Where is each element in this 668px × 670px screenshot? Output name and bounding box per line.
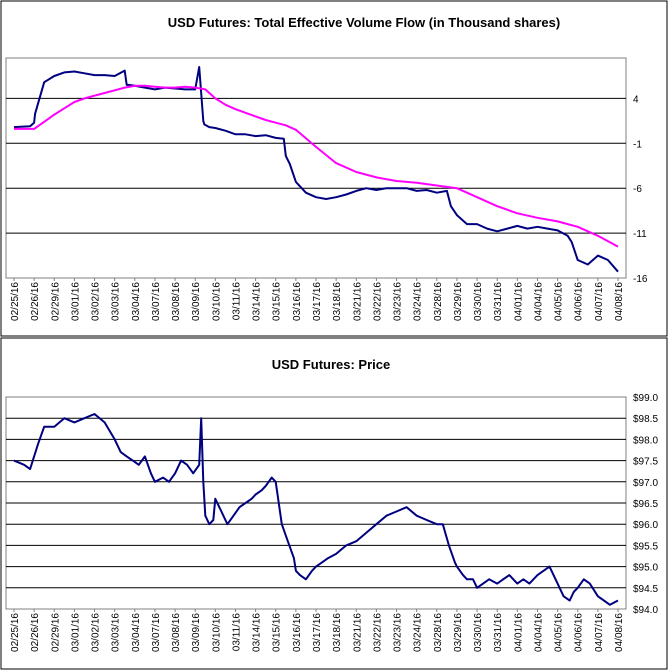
top-x-tick-label: 03/17/16 bbox=[312, 282, 323, 321]
bottom-x-tick-label: 03/28/16 bbox=[433, 613, 444, 652]
top-x-tick-label: 03/01/16 bbox=[70, 282, 81, 321]
bottom-y-tick-label: $94.0 bbox=[633, 605, 658, 616]
top-x-tick-label: 03/04/16 bbox=[131, 282, 142, 321]
top-x-tick-label: 02/29/16 bbox=[50, 282, 61, 321]
top-x-tick-label: 03/21/16 bbox=[352, 282, 363, 321]
bottom-x-tick-label: 03/10/16 bbox=[211, 613, 222, 652]
bottom-chart-title: USD Futures: Price bbox=[272, 357, 390, 372]
bottom-x-tick-label: 03/18/16 bbox=[332, 613, 343, 652]
top-x-tick-label: 03/30/16 bbox=[473, 282, 484, 321]
top-x-tick-label: 03/16/16 bbox=[292, 282, 303, 321]
bottom-x-tick-label: 03/17/16 bbox=[312, 613, 323, 652]
bottom-x-tick-label: 04/08/16 bbox=[614, 613, 625, 652]
bottom-x-tick-label: 03/08/16 bbox=[171, 613, 182, 652]
top-x-tick-label: 03/08/16 bbox=[171, 282, 182, 321]
bottom-x-tick-label: 03/22/16 bbox=[372, 613, 383, 652]
top-y-tick-label: -16 bbox=[633, 274, 648, 285]
top-y-tick-label: 4 bbox=[633, 94, 639, 105]
bottom-x-tick-label: 03/11/16 bbox=[231, 613, 242, 652]
top-y-tick-label: -11 bbox=[633, 229, 647, 240]
bottom-x-tick-label: 04/06/16 bbox=[574, 613, 585, 652]
bottom-x-tick-label: 03/04/16 bbox=[131, 613, 142, 652]
top-x-tick-label: 03/11/16 bbox=[231, 282, 242, 321]
bottom-x-tick-label: 04/05/16 bbox=[554, 613, 565, 652]
bottom-x-tick-label: 04/01/16 bbox=[513, 613, 524, 652]
top-x-tick-label: 03/03/16 bbox=[111, 282, 122, 321]
bottom-y-tick-label: $99.0 bbox=[633, 393, 658, 404]
top-y-tick-label: -1 bbox=[633, 139, 642, 150]
top-series-line-0 bbox=[13, 66, 619, 273]
top-x-tick-label: 02/26/16 bbox=[30, 282, 41, 321]
bottom-x-tick-label: 03/07/16 bbox=[151, 613, 162, 652]
bottom-y-tick-label: $97.5 bbox=[633, 457, 658, 468]
top-x-tick-label: 03/09/16 bbox=[191, 282, 202, 321]
bottom-y-tick-label: $98.5 bbox=[633, 414, 658, 425]
bottom-x-tick-label: 03/09/16 bbox=[191, 613, 202, 652]
top-x-tick-label: 04/01/16 bbox=[513, 282, 524, 321]
top-x-tick-label: 03/29/16 bbox=[453, 282, 464, 321]
bottom-chart-layer: $99.0 $98.5 $98.0 $97.5 $97.0 $96.5 $96.0 $95.5… bbox=[6, 393, 658, 652]
bottom-x-tick-label: 03/23/16 bbox=[393, 613, 404, 652]
bottom-y-tick-label: $95.0 bbox=[633, 563, 658, 574]
top-chart-frame bbox=[0, 0, 668, 337]
top-x-tick-label: 03/22/16 bbox=[372, 282, 383, 321]
top-x-tick-label: 03/23/16 bbox=[393, 282, 404, 321]
top-x-tick-label: 03/07/16 bbox=[151, 282, 162, 321]
top-x-tick-label: 03/02/16 bbox=[91, 282, 102, 321]
top-x-tick-label: 04/08/16 bbox=[614, 282, 625, 321]
bottom-y-tick-label: $96.0 bbox=[633, 520, 658, 531]
top-x-tick-label: 03/28/16 bbox=[433, 282, 444, 321]
bottom-x-tick-label: 04/04/16 bbox=[533, 613, 544, 652]
bottom-y-tick-label: $96.5 bbox=[633, 499, 658, 510]
top-x-tick-label: 03/10/16 bbox=[211, 282, 222, 321]
bottom-x-tick-label: 02/25/16 bbox=[10, 613, 21, 652]
top-x-tick-label: 03/24/16 bbox=[413, 282, 424, 321]
top-y-tick-label: -6 bbox=[633, 184, 642, 195]
top-x-tick-label: 03/14/16 bbox=[252, 282, 263, 321]
bottom-x-tick-label: 03/16/16 bbox=[292, 613, 303, 652]
bottom-x-tick-label: 03/31/16 bbox=[493, 613, 504, 652]
bottom-y-tick-label: $95.5 bbox=[633, 541, 658, 552]
top-x-tick-label: 02/25/16 bbox=[10, 282, 21, 321]
top-x-tick-label: 03/15/16 bbox=[272, 282, 283, 321]
bottom-x-tick-label: 03/30/16 bbox=[473, 613, 484, 652]
top-x-tick-label: 03/18/16 bbox=[332, 282, 343, 321]
bottom-series-line-0 bbox=[13, 413, 619, 606]
bottom-x-tick-label: 03/02/16 bbox=[91, 613, 102, 652]
bottom-y-tick-label: $97.0 bbox=[633, 478, 658, 489]
bottom-x-tick-label: 03/24/16 bbox=[413, 613, 424, 652]
top-series-line-1 bbox=[14, 84, 619, 248]
top-chart-layer: 4 -1 -6 -11 -16 02/25/16 02/26/16 02/29/16 03/01… bbox=[6, 66, 648, 321]
bottom-x-tick-label: 03/29/16 bbox=[453, 613, 464, 652]
bottom-x-tick-label: 03/15/16 bbox=[272, 613, 283, 652]
bottom-x-tick-label: 02/29/16 bbox=[50, 613, 61, 652]
top-chart-title: USD Futures: Total Effective Volume Flow… bbox=[168, 15, 560, 30]
top-x-tick-label: 04/05/16 bbox=[554, 282, 565, 321]
bottom-x-tick-label: 02/26/16 bbox=[30, 613, 41, 652]
bottom-x-tick-label: 04/07/16 bbox=[594, 613, 605, 652]
bottom-x-tick-label: 03/14/16 bbox=[252, 613, 263, 652]
bottom-x-tick-label: 03/21/16 bbox=[352, 613, 363, 652]
top-x-tick-label: 03/31/16 bbox=[493, 282, 504, 321]
top-x-tick-label: 04/04/16 bbox=[533, 282, 544, 321]
bottom-x-tick-label: 03/01/16 bbox=[70, 613, 81, 652]
bottom-x-tick-label: 03/03/16 bbox=[111, 613, 122, 652]
top-x-tick-label: 04/07/16 bbox=[594, 282, 605, 321]
top-x-tick-label: 04/06/16 bbox=[574, 282, 585, 321]
bottom-y-tick-label: $94.5 bbox=[633, 584, 658, 595]
bottom-y-tick-label: $98.0 bbox=[633, 435, 658, 446]
